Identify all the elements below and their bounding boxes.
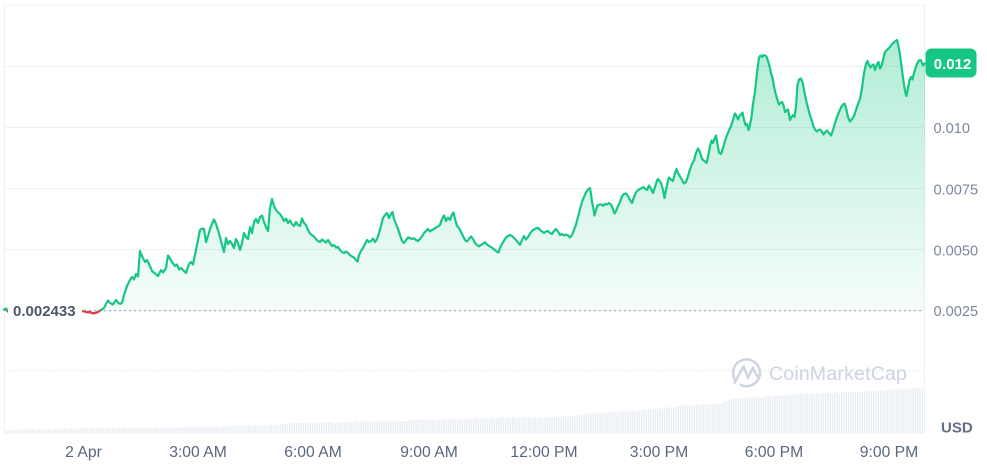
svg-text:9:00 PM: 9:00 PM bbox=[860, 444, 918, 461]
svg-text:USD: USD bbox=[941, 420, 973, 437]
svg-text:12:00 PM: 12:00 PM bbox=[510, 444, 577, 461]
svg-text:3:00 PM: 3:00 PM bbox=[630, 444, 688, 461]
svg-text:0.012: 0.012 bbox=[934, 56, 972, 73]
svg-text:0.0050: 0.0050 bbox=[934, 243, 979, 259]
svg-text:2 Apr: 2 Apr bbox=[65, 444, 102, 461]
svg-text:6:00 PM: 6:00 PM bbox=[745, 444, 803, 461]
svg-text:6:00 AM: 6:00 AM bbox=[284, 444, 342, 461]
svg-text:0.0075: 0.0075 bbox=[934, 182, 979, 198]
svg-text:3:00 AM: 3:00 AM bbox=[169, 444, 227, 461]
svg-text:0.002433: 0.002433 bbox=[13, 303, 76, 320]
svg-text:0.0025: 0.0025 bbox=[934, 304, 979, 320]
svg-text:0.010: 0.010 bbox=[934, 121, 971, 137]
svg-text:CoinMarketCap: CoinMarketCap bbox=[769, 363, 907, 385]
svg-text:9:00 AM: 9:00 AM bbox=[400, 444, 458, 461]
